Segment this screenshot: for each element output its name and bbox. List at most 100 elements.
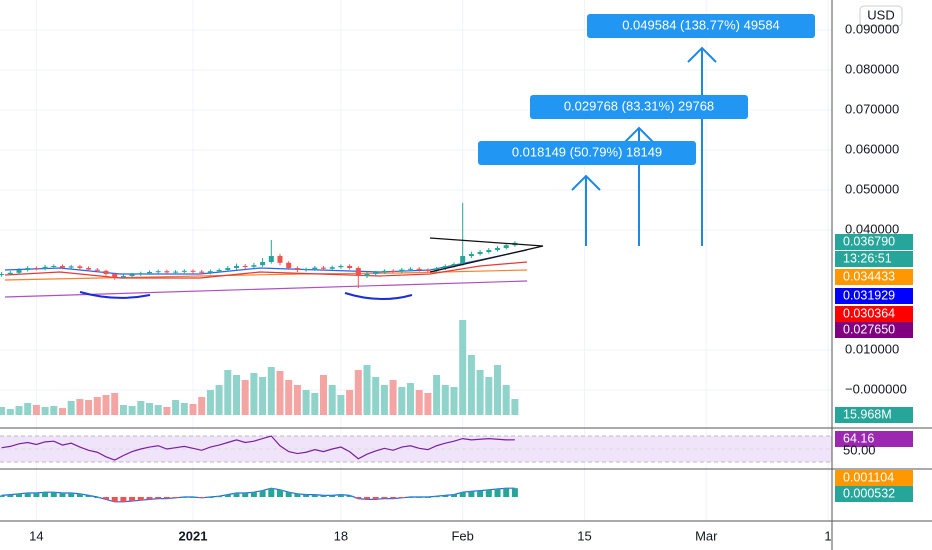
candle-body <box>425 270 431 271</box>
volume-bar <box>15 406 23 415</box>
volume-bar <box>241 380 249 415</box>
candle-body <box>468 254 474 256</box>
x-tick-label: Feb <box>451 528 473 543</box>
volume-bar <box>415 390 423 415</box>
indicators <box>0 435 518 503</box>
axes: 0.090000 0.080000 0.070000 0.060000 0.050000… <box>29 21 913 543</box>
candle-body <box>225 268 231 270</box>
price-badge <box>835 234 913 250</box>
candle-body <box>312 267 318 270</box>
volume-bar <box>233 375 240 415</box>
candle-body <box>7 272 13 274</box>
candle-body <box>347 266 353 268</box>
macd-hist <box>303 494 310 497</box>
candle-body <box>190 270 196 272</box>
candle-body <box>477 252 483 254</box>
macd-hist <box>224 494 231 497</box>
macd-hist <box>16 493 22 497</box>
macd-line <box>1 487 515 503</box>
volume-bar <box>6 409 14 415</box>
macd-hist <box>424 497 431 498</box>
macd-hist <box>111 497 118 502</box>
macd-hist <box>172 497 179 498</box>
candle-body <box>120 276 126 278</box>
candle-body <box>399 269 405 272</box>
volume-bar <box>224 370 232 415</box>
candle-body <box>181 270 187 272</box>
volume-bar <box>137 401 145 415</box>
price-badge-label: 64.16 <box>843 431 874 445</box>
candle-body <box>33 268 39 269</box>
candle-body <box>442 266 448 269</box>
ma-red <box>4 261 528 279</box>
candles <box>0 202 518 288</box>
candle-body <box>86 268 92 270</box>
arrow <box>571 174 601 246</box>
macd-hist <box>129 497 136 501</box>
macd-hist <box>485 489 492 497</box>
candle-body <box>68 266 74 268</box>
volume-bar <box>50 406 58 415</box>
candle-body <box>207 271 213 273</box>
y-tick-label: 0.070000 <box>845 101 899 116</box>
volume-bar <box>67 401 75 415</box>
candle-body <box>277 256 283 263</box>
volume-bar <box>511 399 519 415</box>
volume-bar <box>276 371 284 415</box>
candle-body <box>199 271 205 273</box>
macd-hist <box>390 497 397 499</box>
price-badge <box>835 306 913 322</box>
price-badge-label: 15.968M <box>843 407 892 421</box>
volume-bar <box>441 385 449 415</box>
x-tick-label: Mar <box>695 528 718 543</box>
volume-bar <box>467 355 475 415</box>
candle-body <box>321 267 326 269</box>
volume-bar <box>293 385 301 415</box>
candle-body <box>16 270 22 273</box>
volume-bar <box>433 375 441 415</box>
volume-bar <box>163 407 171 415</box>
macd-hist <box>285 492 292 497</box>
candle-body <box>373 272 379 274</box>
volume-bar <box>267 367 275 415</box>
candle-body <box>268 256 274 262</box>
volume-bar <box>459 320 467 415</box>
currency-button[interactable] <box>859 5 903 27</box>
candle-body <box>129 274 135 276</box>
annotation-box <box>478 141 696 165</box>
volume-bar <box>198 397 206 415</box>
volume-bar <box>59 408 66 415</box>
macd-hist <box>337 494 344 497</box>
annotation-box <box>530 95 748 119</box>
candle-body <box>260 262 266 266</box>
x-tick-label: 1 <box>824 528 831 543</box>
price-badge <box>835 486 913 502</box>
candle-body <box>216 270 222 272</box>
price-badge-label: 0.031929 <box>843 288 895 302</box>
currency[interactable]: USD <box>867 7 894 22</box>
candle-body <box>164 271 170 273</box>
macd-hist <box>451 494 457 497</box>
macd-hist <box>33 493 40 497</box>
y-tick-label: 0.010000 <box>845 341 899 356</box>
annotation: 0.029768 (83.31%) 29768 <box>564 98 714 113</box>
candle-body <box>408 268 413 270</box>
candle-body <box>147 272 152 274</box>
y-tick-label: 0.040000 <box>845 221 899 236</box>
price-badge-label: 0.027650 <box>843 322 895 336</box>
annotation: 0.018149 (50.79%) 18149 <box>512 144 662 159</box>
candle-body <box>138 273 144 275</box>
candle-body <box>251 265 257 267</box>
macd-hist <box>381 497 388 499</box>
candle-body <box>51 266 57 267</box>
y-tick-label: 0.080000 <box>845 61 899 76</box>
candle-body <box>234 266 239 268</box>
candle-body <box>434 268 440 271</box>
price-badge-label: 0.001104 <box>843 470 894 484</box>
macd-hist <box>372 497 379 500</box>
candle-body <box>495 248 500 250</box>
x-tick-label: 18 <box>334 528 348 543</box>
axis-label: 50.00 <box>843 442 876 457</box>
macd-hist <box>42 492 49 497</box>
x-tick-label: 2021 <box>179 528 208 543</box>
